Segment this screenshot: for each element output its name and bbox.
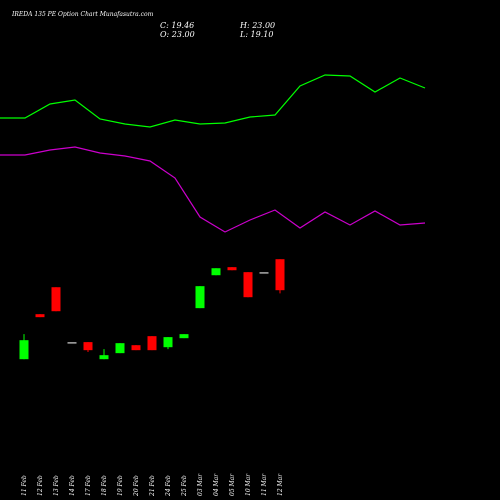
x-tick-label: 20 Feb <box>133 475 140 497</box>
x-tick-label: 12 Mar <box>277 473 284 496</box>
candle-body <box>243 272 253 298</box>
candle-body <box>227 267 237 271</box>
x-tick-label: 12 Feb <box>37 475 44 496</box>
x-tick-label: 19 Feb <box>117 475 124 496</box>
indicator-line <box>0 74 426 128</box>
x-tick-label: 04 Mar <box>213 473 220 496</box>
candle-body <box>99 355 109 360</box>
x-tick-label: 05 Mar <box>229 473 236 496</box>
candle-body <box>195 286 205 309</box>
candle-body <box>67 342 77 344</box>
x-tick-label: 18 Feb <box>101 475 108 496</box>
low-label: L: 19.10 <box>239 30 273 39</box>
x-tick-label: 03 Mar <box>197 473 204 496</box>
candle-body <box>259 272 269 274</box>
candle-body <box>19 340 29 360</box>
candle-body <box>211 268 221 276</box>
candle-body <box>83 342 93 351</box>
x-tick-label: 21 Feb <box>149 475 156 497</box>
chart-title: IREDA 135 PE Option Chart Munafasutra.co… <box>11 11 154 18</box>
close-label: C: 19.46 <box>160 21 194 30</box>
candle-body <box>51 287 61 312</box>
high-label: H: 23.00 <box>239 21 275 30</box>
x-tick-label: 10 Mar <box>245 473 252 496</box>
candle-body <box>163 337 173 348</box>
x-tick-label: 11 Feb <box>21 475 28 496</box>
x-tick-label: 24 Feb <box>165 475 172 497</box>
candle-body <box>35 314 45 318</box>
x-tick-label: 13 Feb <box>53 475 60 496</box>
candle-body <box>115 343 125 354</box>
x-tick-label: 25 Feb <box>181 475 188 497</box>
candle-body <box>131 345 141 351</box>
open-label: O: 23.00 <box>160 30 195 39</box>
x-tick-label: 14 Feb <box>69 475 76 496</box>
x-tick-label: 11 Mar <box>261 473 268 496</box>
x-tick-label: 17 Feb <box>85 475 92 496</box>
candle-body <box>147 336 157 351</box>
candle-body <box>275 259 285 291</box>
candle-body <box>179 334 189 339</box>
indicator-line <box>0 146 426 233</box>
